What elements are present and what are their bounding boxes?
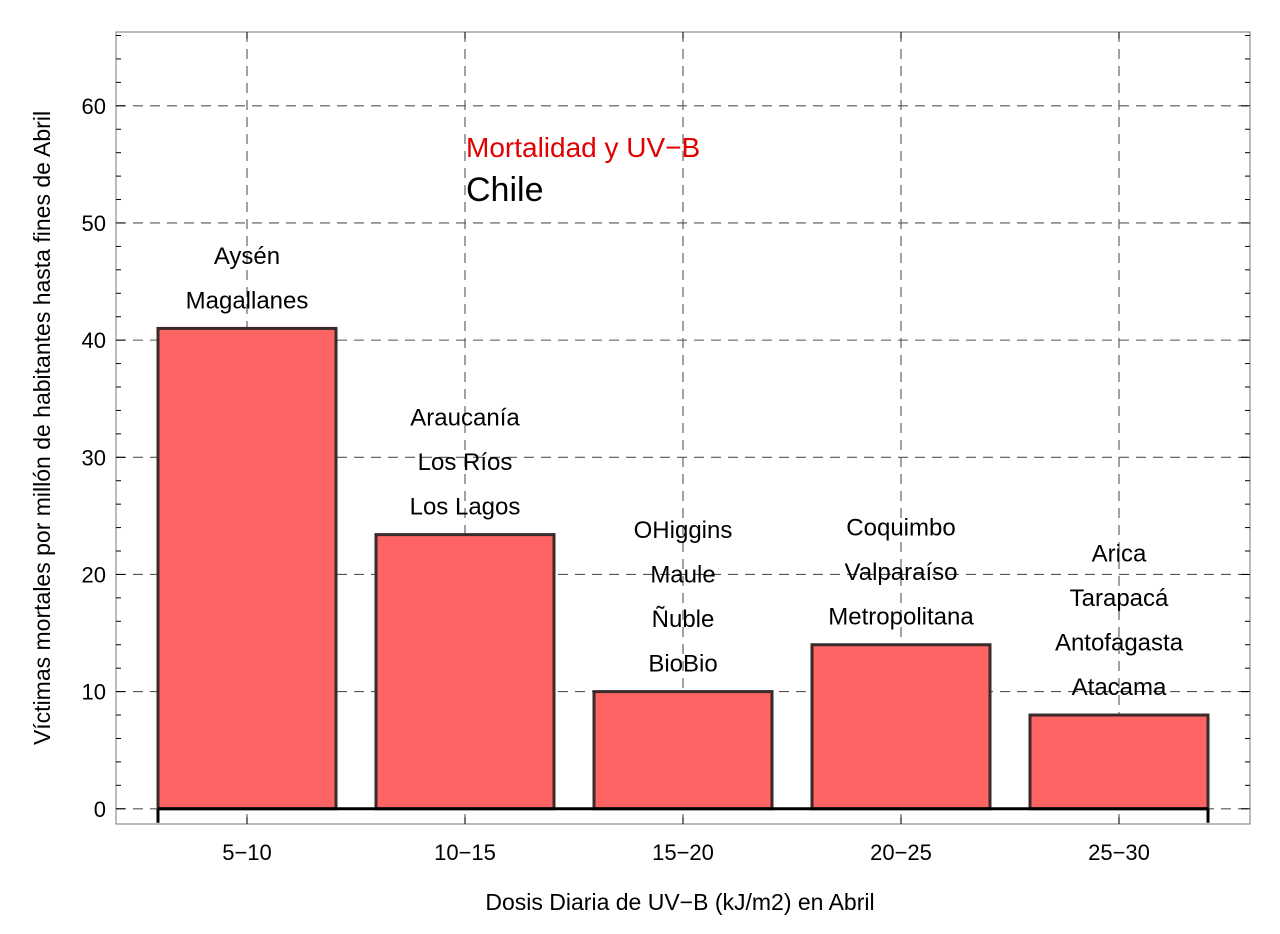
region-label: Antofagasta bbox=[1055, 630, 1184, 657]
region-label: Coquimbo bbox=[846, 515, 955, 542]
bar-5−10 bbox=[156, 326, 338, 811]
region-label: Valparaíso bbox=[845, 559, 958, 586]
y-tick-label: 20 bbox=[82, 562, 106, 587]
x-tick-label: 15−20 bbox=[652, 840, 714, 865]
y-tick-label: 10 bbox=[82, 680, 106, 705]
y-tick-label: 60 bbox=[82, 94, 106, 119]
region-label: BioBio bbox=[648, 651, 717, 678]
x-tick-label: 5−10 bbox=[222, 840, 272, 865]
x-axis-label: Dosis Diaria de UV−B (kJ/m2) en Abril bbox=[485, 889, 874, 915]
region-label-layer: Aysén Magallanes Araucanía Los Ríos Los Lago… bbox=[186, 243, 1184, 701]
axis-layer: 0 10 20 30 40 50 60 5−10 10−15 15−20 20−25 25−30 bbox=[82, 32, 1250, 865]
chart-subtitle: Chile bbox=[466, 171, 543, 209]
region-label: Aysén bbox=[214, 243, 280, 270]
x-tick-label: 20−25 bbox=[870, 840, 932, 865]
region-label: Araucanía bbox=[410, 405, 520, 432]
y-tick-label: 0 bbox=[94, 797, 106, 822]
y-axis-label: Víctimas mortales por millón de habitant… bbox=[29, 111, 55, 745]
chart-title: Mortalidad y UV−B bbox=[466, 132, 700, 163]
region-label: Metropolitana bbox=[828, 604, 974, 631]
region-label: Tarapacá bbox=[1070, 585, 1169, 612]
bar-15−20 bbox=[592, 690, 774, 811]
bar-20−25 bbox=[810, 643, 992, 811]
region-label: Los Ríos bbox=[418, 449, 513, 476]
y-tick-label: 50 bbox=[82, 211, 106, 236]
region-label: Atacama bbox=[1072, 674, 1167, 701]
region-label: Maule bbox=[650, 562, 715, 589]
bar-10−15 bbox=[374, 533, 556, 811]
x-tick-label: 10−15 bbox=[434, 840, 496, 865]
region-label: Los Lagos bbox=[410, 494, 521, 521]
x-tick-label: 25−30 bbox=[1088, 840, 1150, 865]
y-tick-label: 30 bbox=[82, 445, 106, 470]
region-label: Ñuble bbox=[652, 606, 715, 633]
region-label: Arica bbox=[1092, 541, 1147, 568]
bar-25−30 bbox=[1028, 713, 1210, 811]
region-label: OHiggins bbox=[634, 517, 733, 544]
y-tick-label: 40 bbox=[82, 328, 106, 353]
region-label: Magallanes bbox=[186, 287, 309, 314]
